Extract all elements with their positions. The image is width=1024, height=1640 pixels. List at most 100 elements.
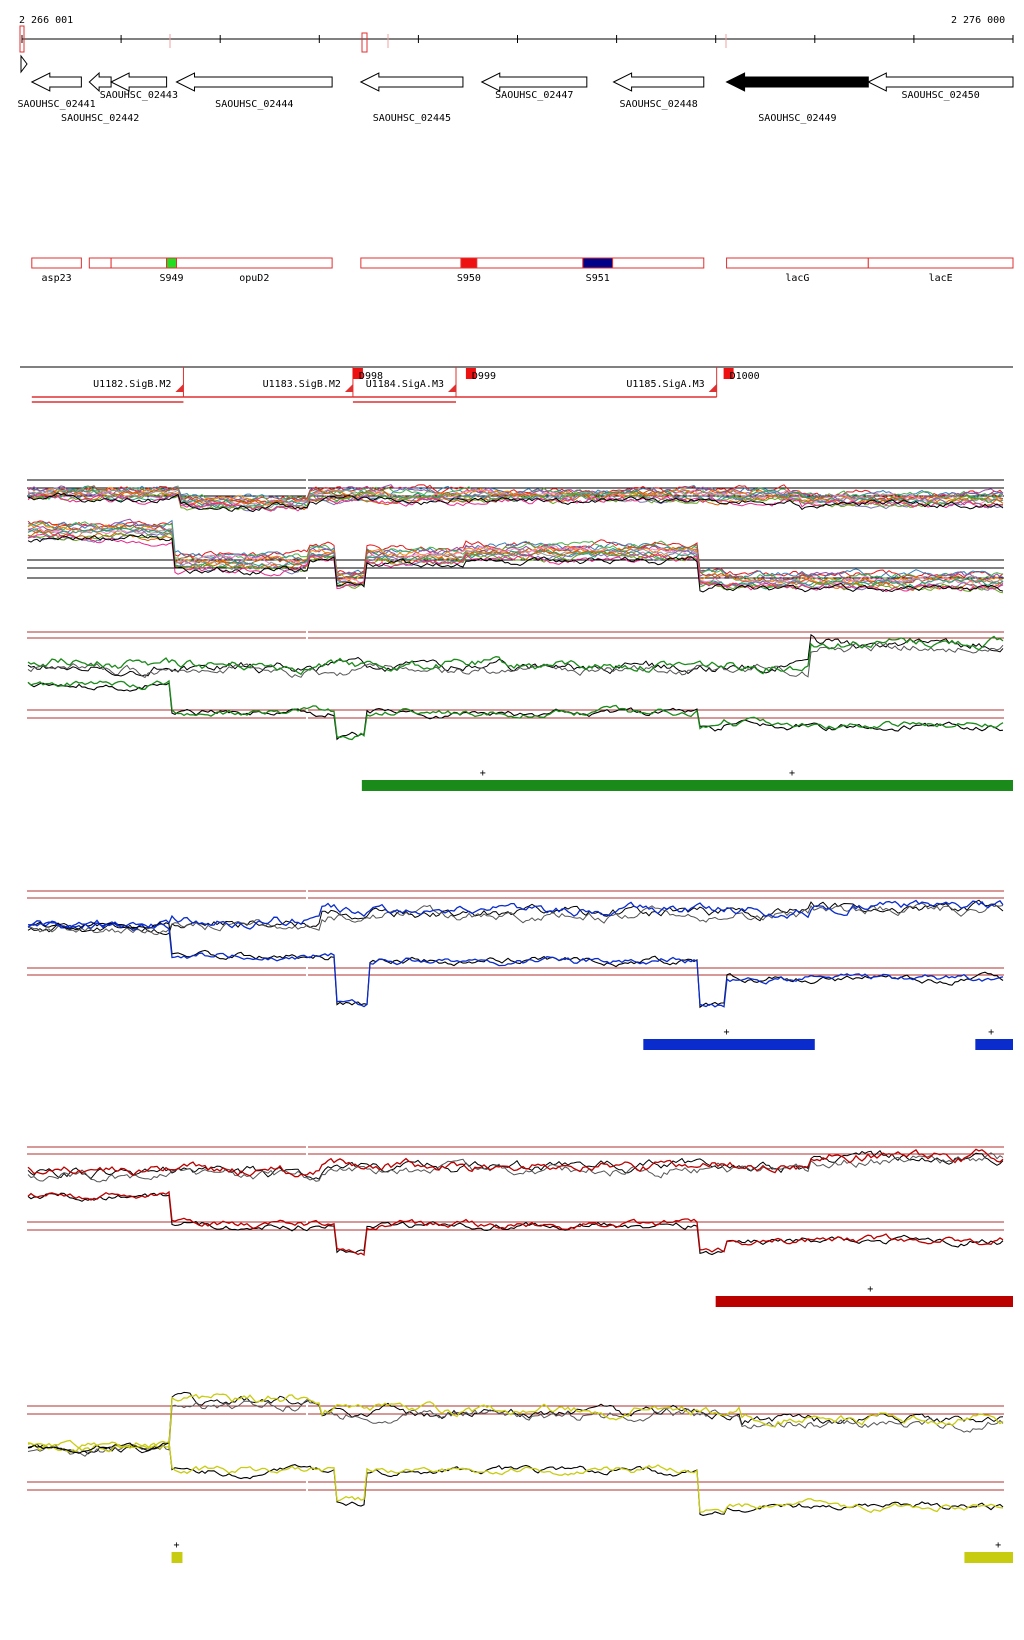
gene-arrow <box>480 72 588 92</box>
control-line <box>27 902 1004 936</box>
annotation-box <box>88 257 112 269</box>
end-coordinate: 2 276 000 <box>951 15 1005 26</box>
tu-end-icon <box>344 384 353 392</box>
annotation-box <box>476 257 584 269</box>
gene-arrow <box>88 71 112 93</box>
condition-bar <box>171 1552 183 1563</box>
expression-line <box>27 520 1004 579</box>
plus-marker: + <box>724 1027 730 1038</box>
annotation-label: asp23 <box>42 273 72 284</box>
gene-label: SAOUHSC_02449 <box>758 113 836 124</box>
gene-label: SAOUHSC_02442 <box>61 113 139 124</box>
gene-label: SAOUHSC_02445 <box>373 113 451 124</box>
control-line <box>27 1391 1004 1455</box>
gene-label: SAOUHSC_02447 <box>495 90 573 101</box>
condition-line <box>27 1148 1004 1178</box>
condition-line <box>27 1439 1004 1514</box>
expression-line <box>27 485 1004 502</box>
annotation-label: S949 <box>160 273 184 284</box>
gene-label: SAOUHSC_02443 <box>100 90 178 101</box>
condition-line <box>28 921 1004 1008</box>
annotation-box <box>110 257 168 269</box>
annotation-box <box>360 257 462 269</box>
gene-arrow <box>612 72 705 92</box>
control-line <box>27 921 1004 1009</box>
start-marker-icon <box>20 54 28 74</box>
annotation-label: opuD2 <box>239 273 269 284</box>
annotation-track: asp23 S949 opuD2 S950 S951 lacG lacE <box>31 257 1014 284</box>
gene-label: SAOUHSC_02448 <box>620 99 698 110</box>
tu-end-icon <box>175 384 184 392</box>
control-line <box>27 641 1004 679</box>
gene-label: SAOUHSC_02450 <box>902 90 980 101</box>
ruler-feature-mark <box>19 25 25 53</box>
condition-line <box>27 679 1004 741</box>
gene-label: SAOUHSC_02441 <box>17 99 95 110</box>
condition-panel: + + <box>27 1391 1013 1563</box>
ruler-feature-mark <box>361 32 368 53</box>
expression-line <box>27 519 1004 580</box>
condition-bar <box>643 1039 815 1050</box>
condition-panel: + + <box>27 888 1013 1050</box>
condition-line <box>27 1190 1004 1256</box>
annotation-box <box>460 257 478 269</box>
annotation-box <box>612 257 705 269</box>
promoter-marker <box>465 368 476 379</box>
plus-marker: + <box>173 1540 179 1551</box>
gene-label: SAOUHSC_02444 <box>215 99 293 110</box>
condition-bar <box>975 1039 1013 1050</box>
annotation-label: S950 <box>457 273 481 284</box>
annotation-box <box>176 257 333 269</box>
annotation-label: lacG <box>785 273 809 284</box>
plus-marker: + <box>789 768 795 779</box>
expression-line <box>27 518 1004 584</box>
expression-line <box>27 534 1004 593</box>
transcription-unit-track: U1182.SigB.M2 U1183.SigB.M2 U1184.SigA.M3 U… <box>20 366 1013 403</box>
annotation-box <box>582 257 614 269</box>
control-line <box>27 682 1004 741</box>
gene-arrow <box>867 72 1014 92</box>
gene-arrow <box>359 72 464 92</box>
all-conditions-expression-track <box>27 473 1004 594</box>
promoter-marker <box>352 368 363 379</box>
annotation-label: S951 <box>586 273 610 284</box>
condition-panel: + + <box>27 630 1013 791</box>
tu-label: U1183.SigB.M2 <box>263 379 341 390</box>
tu-label: U1184.SigA.M3 <box>366 379 444 390</box>
condition-line <box>27 635 1004 676</box>
condition-bar <box>361 780 1013 791</box>
plus-marker: + <box>988 1027 994 1038</box>
gene-track: SAOUHSC_02441 SAOUHSC_02442 SAOUHSC_02443 S… <box>17 71 1014 124</box>
control-line <box>27 1441 1004 1516</box>
expression-line <box>27 492 1004 513</box>
start-coordinate: 2 266 001 <box>19 15 73 26</box>
tu-end-icon <box>708 384 717 392</box>
control-line <box>27 633 1004 677</box>
expression-line <box>27 532 1004 593</box>
promoter-label: D998 <box>359 371 383 382</box>
gene-arrow <box>175 72 333 92</box>
plus-marker: + <box>480 768 486 779</box>
condition-line <box>27 1393 1004 1453</box>
gene-arrow <box>109 72 168 92</box>
expression-line <box>27 521 1004 583</box>
annotation-box <box>31 257 82 269</box>
gene-arrow <box>725 72 869 92</box>
plus-marker: + <box>995 1540 1001 1551</box>
annotation-box <box>166 257 178 269</box>
condition-bar <box>964 1552 1013 1563</box>
control-line <box>27 1192 1004 1256</box>
gene-arrow <box>30 72 82 92</box>
control-line <box>27 1398 1004 1457</box>
plus-marker: + <box>867 1284 873 1295</box>
promoter-label: D999 <box>472 371 496 382</box>
condition-line <box>27 899 1004 932</box>
promoter-label: D1000 <box>730 371 760 382</box>
condition-panels: + ++ +++ + <box>27 630 1013 1563</box>
tu-end-icon <box>448 384 457 392</box>
promoter-marker <box>723 368 734 379</box>
tu-label: U1185.SigA.M3 <box>626 379 704 390</box>
annotation-box <box>867 257 1014 269</box>
control-line <box>27 1152 1004 1183</box>
